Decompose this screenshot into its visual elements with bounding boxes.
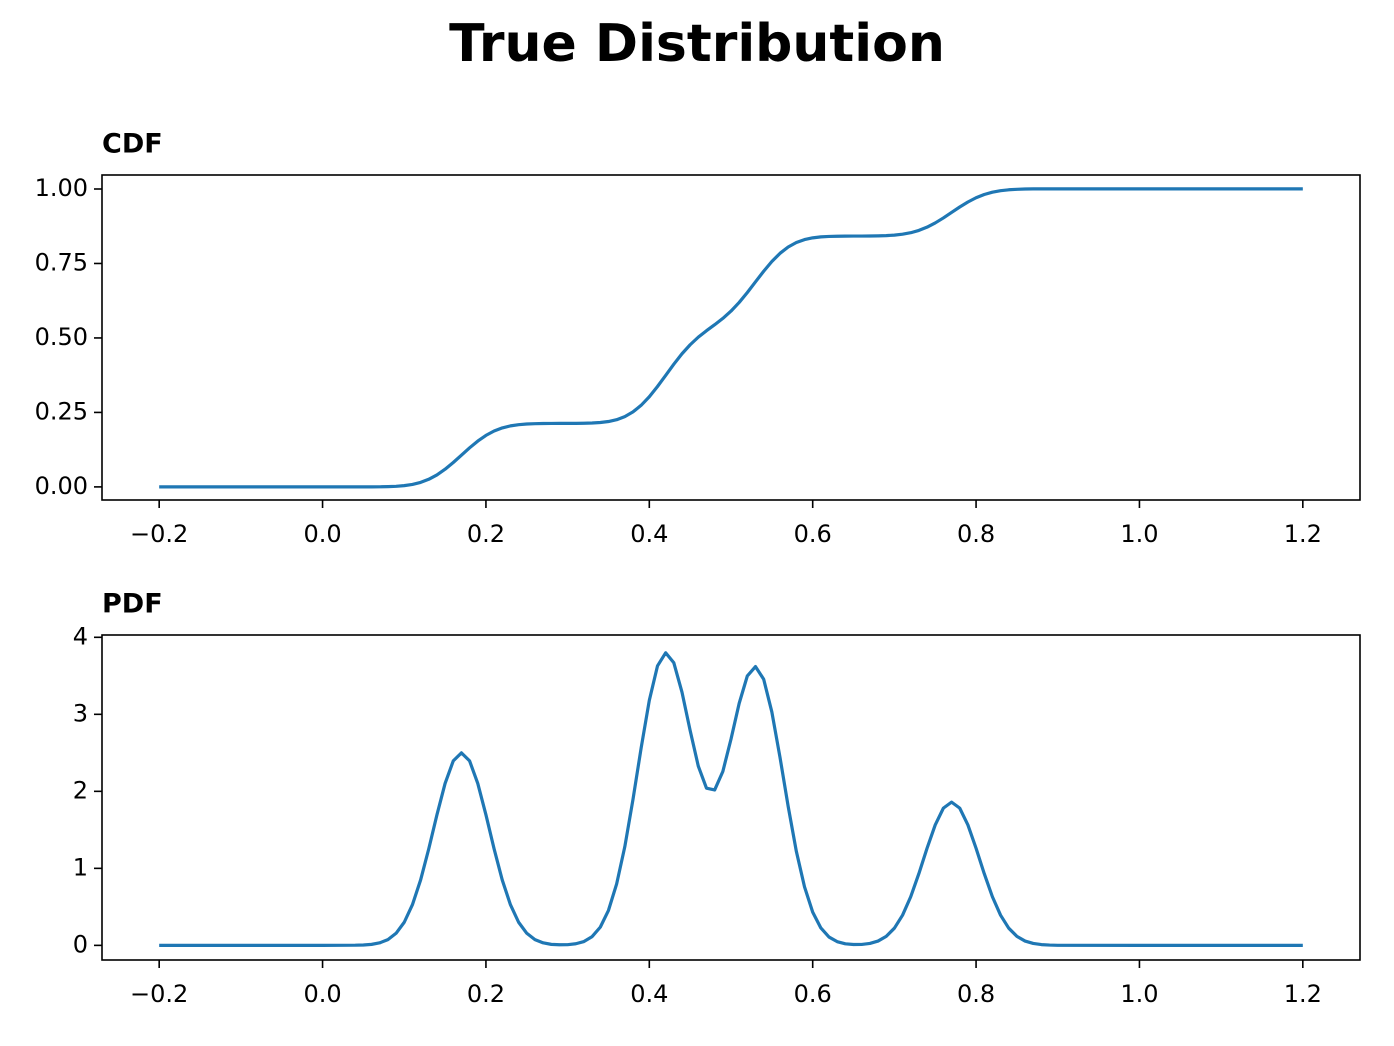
x-tick-label: −0.2	[130, 980, 188, 1008]
x-tick-label: 0.6	[794, 980, 832, 1008]
x-tick-label: 0.0	[303, 520, 341, 548]
y-tick-label: 0	[73, 930, 88, 958]
data-line	[159, 187, 1303, 489]
y-tick-label: 1	[73, 853, 88, 881]
y-tick-label: 4	[73, 622, 88, 650]
x-tick-label: 0.8	[957, 980, 995, 1008]
subplot-title: CDF	[102, 129, 163, 160]
x-tick-label: 0.2	[467, 520, 505, 548]
y-tick-label: 3	[73, 699, 88, 727]
x-tick-label: 0.4	[630, 520, 668, 548]
y-tick-label: 0.50	[35, 323, 88, 351]
x-tick-label: 1.0	[1120, 980, 1158, 1008]
figure-title: True Distribution	[449, 14, 945, 74]
axes-frame	[101, 634, 1361, 961]
axes-frame	[101, 174, 1361, 501]
y-tick-label: 0.00	[35, 472, 88, 500]
x-tick-label: 1.0	[1120, 520, 1158, 548]
x-tick-label: 1.2	[1284, 980, 1322, 1008]
x-tick-label: 0.6	[794, 520, 832, 548]
x-tick-label: 0.8	[957, 520, 995, 548]
x-tick-label: −0.2	[130, 520, 188, 548]
y-tick-label: 2	[73, 776, 88, 804]
y-tick-label: 0.75	[35, 248, 88, 276]
y-tick-label: 1.00	[35, 174, 88, 202]
data-line	[159, 651, 1303, 947]
x-tick-label: 0.4	[630, 980, 668, 1008]
x-tick-label: 0.2	[467, 980, 505, 1008]
y-tick-label: 0.25	[35, 397, 88, 425]
subplot-title: PDF	[102, 589, 163, 620]
x-tick-label: 1.2	[1284, 520, 1322, 548]
x-tick-label: 0.0	[303, 980, 341, 1008]
